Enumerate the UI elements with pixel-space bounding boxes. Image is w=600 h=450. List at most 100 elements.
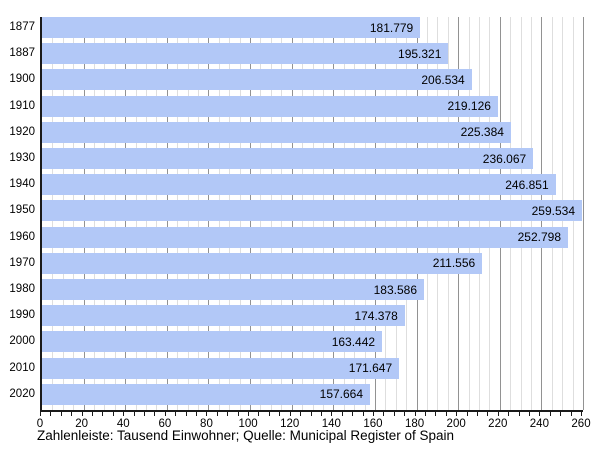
x-tick bbox=[518, 412, 520, 416]
x-tick bbox=[102, 412, 104, 416]
x-tick bbox=[175, 412, 177, 416]
bar-value-label: 246.851 bbox=[505, 177, 549, 192]
y-label-row: 1990 bbox=[0, 305, 35, 331]
x-tick bbox=[248, 412, 250, 416]
x-tick-label: 140 bbox=[321, 418, 341, 430]
x-tick bbox=[300, 412, 302, 416]
x-tick bbox=[123, 412, 125, 416]
x-tick bbox=[508, 412, 510, 416]
x-tick-label: 40 bbox=[116, 418, 130, 430]
x-tick bbox=[383, 412, 385, 416]
bar-value-label: 171.647 bbox=[348, 361, 393, 376]
bar-row: 206.534 bbox=[42, 69, 583, 95]
x-tick bbox=[92, 412, 94, 416]
y-label-row: 1887 bbox=[0, 43, 35, 69]
y-label-row: 1970 bbox=[0, 253, 35, 279]
year-label: 1930 bbox=[9, 152, 35, 165]
x-tick bbox=[185, 412, 187, 416]
x-tick-label: 0 bbox=[36, 418, 44, 430]
x-axis: 0 20 40 60 80 100 120 140 160 180 200 220 240 260 bbox=[36, 412, 591, 438]
x-tick-label: 100 bbox=[238, 418, 258, 430]
bars: 181.779 195.321 206.534 219.126 225.384 236.0… bbox=[42, 17, 583, 410]
x-tick bbox=[164, 412, 166, 416]
year-label: 1910 bbox=[9, 99, 35, 112]
bar-value-label: 259.534 bbox=[531, 203, 576, 218]
x-tick bbox=[466, 412, 468, 416]
x-tick bbox=[196, 412, 198, 416]
bar-row: 174.378 bbox=[42, 305, 583, 331]
population-bar: 225.384 bbox=[42, 121, 511, 143]
y-label-row: 1940 bbox=[0, 174, 35, 200]
y-label-row: 1920 bbox=[0, 122, 35, 148]
x-tick-label: 80 bbox=[200, 418, 213, 430]
x-tick bbox=[445, 412, 447, 416]
x-tick-label: 60 bbox=[158, 418, 172, 430]
x-tick bbox=[528, 412, 530, 416]
x-tick bbox=[560, 412, 562, 416]
x-tick bbox=[279, 412, 281, 416]
x-tick bbox=[227, 412, 229, 416]
x-tick-label: 260 bbox=[571, 418, 591, 430]
population-bar: 211.556 bbox=[42, 252, 483, 274]
year-label: 1950 bbox=[9, 204, 35, 217]
x-tick bbox=[50, 412, 52, 416]
x-tick bbox=[60, 412, 62, 416]
bar-value-label: 181.779 bbox=[369, 20, 414, 35]
chart-caption: Zahlenleiste: Tausend Einwohner; Quelle:… bbox=[37, 428, 454, 443]
x-tick bbox=[154, 412, 156, 416]
plot-area: 181.779 195.321 206.534 219.126 225.384 236.0… bbox=[40, 17, 584, 412]
x-tick bbox=[320, 412, 322, 416]
x-tick bbox=[362, 412, 364, 416]
bar-value-label: 157.664 bbox=[319, 387, 364, 402]
population-bar: 174.378 bbox=[42, 305, 405, 327]
y-label-row: 1960 bbox=[0, 227, 35, 253]
bar-row: 171.647 bbox=[42, 357, 583, 384]
y-label-row: 1877 bbox=[0, 17, 35, 43]
year-label: 2010 bbox=[9, 361, 35, 374]
bar-row: 236.067 bbox=[42, 148, 583, 174]
x-tick bbox=[133, 412, 135, 416]
x-tick-label: 240 bbox=[529, 418, 549, 430]
x-tick bbox=[144, 412, 146, 416]
population-bar: 163.442 bbox=[42, 331, 383, 353]
bar-row: 246.851 bbox=[42, 174, 583, 200]
bar-row: 183.586 bbox=[42, 279, 583, 305]
bar-value-label: 225.384 bbox=[460, 125, 504, 140]
y-label-row: 1950 bbox=[0, 200, 35, 226]
bar-value-label: 183.586 bbox=[373, 282, 417, 297]
x-tick bbox=[424, 412, 426, 416]
x-tick bbox=[258, 412, 260, 416]
y-label-row: 1910 bbox=[0, 96, 35, 122]
bar-row: 181.779 bbox=[42, 17, 583, 43]
year-label: 2000 bbox=[9, 335, 35, 348]
population-bar: 236.067 bbox=[42, 148, 534, 170]
year-label: 1920 bbox=[9, 125, 35, 138]
population-bar: 206.534 bbox=[42, 69, 472, 91]
bar-row: 157.664 bbox=[42, 383, 583, 410]
x-tick-label: 20 bbox=[75, 418, 89, 430]
x-tick-label: 120 bbox=[280, 418, 300, 430]
y-label-row: 2000 bbox=[0, 331, 35, 357]
x-tick bbox=[71, 412, 73, 416]
bar-row: 195.321 bbox=[42, 43, 583, 69]
major-gridline bbox=[583, 17, 584, 410]
year-label: 2020 bbox=[9, 387, 35, 400]
y-label-row: 1900 bbox=[0, 69, 35, 95]
bar-row: 225.384 bbox=[42, 121, 583, 148]
x-tick-label: 160 bbox=[363, 418, 383, 430]
year-label: 1960 bbox=[9, 230, 35, 243]
y-label-row: 2010 bbox=[0, 358, 35, 384]
year-label: 1970 bbox=[9, 256, 35, 269]
bar-row: 259.534 bbox=[42, 200, 583, 226]
x-tick bbox=[570, 412, 572, 416]
bar-value-label: 236.067 bbox=[482, 151, 527, 166]
x-tick bbox=[476, 412, 478, 416]
population-bar: 195.321 bbox=[42, 43, 449, 65]
x-tick-label: 220 bbox=[488, 418, 508, 430]
x-tick bbox=[331, 412, 333, 416]
population-bar: 219.126 bbox=[42, 95, 498, 117]
year-label: 1990 bbox=[9, 309, 35, 322]
x-tick bbox=[456, 412, 458, 416]
bar-value-label: 163.442 bbox=[331, 334, 376, 349]
x-tick bbox=[81, 412, 83, 416]
